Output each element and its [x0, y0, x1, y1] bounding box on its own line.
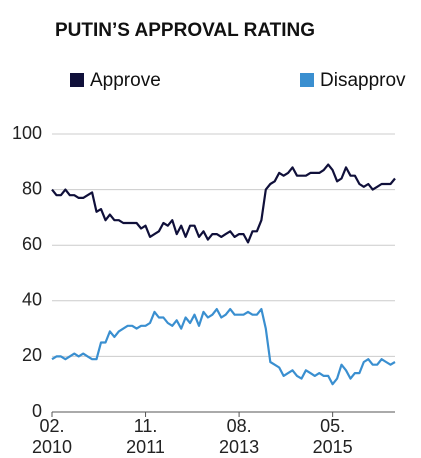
- y-tick-label: 0: [32, 401, 42, 421]
- legend-swatch: [70, 73, 84, 87]
- x-tick-label: 05. 2015: [312, 416, 353, 457]
- line-series: [51, 163, 396, 244]
- line-series: [51, 308, 396, 386]
- y-tick-label: 100: [12, 123, 42, 143]
- x-tick-label: 02. 2010: [31, 416, 73, 457]
- legend-swatch: [300, 73, 314, 87]
- legend-label: Disapprov: [320, 70, 406, 91]
- x-tick-label: 11. 2011: [126, 416, 165, 457]
- chart-title: PUTIN’S APPROVAL RATING: [55, 20, 315, 41]
- x-tick-label: 08. 2013: [219, 416, 260, 457]
- y-tick-label: 20: [22, 345, 42, 365]
- legend-label: Approve: [90, 70, 161, 91]
- y-tick-label: 80: [22, 178, 42, 198]
- y-tick-label: 40: [22, 290, 42, 310]
- y-tick-label: 60: [22, 234, 42, 254]
